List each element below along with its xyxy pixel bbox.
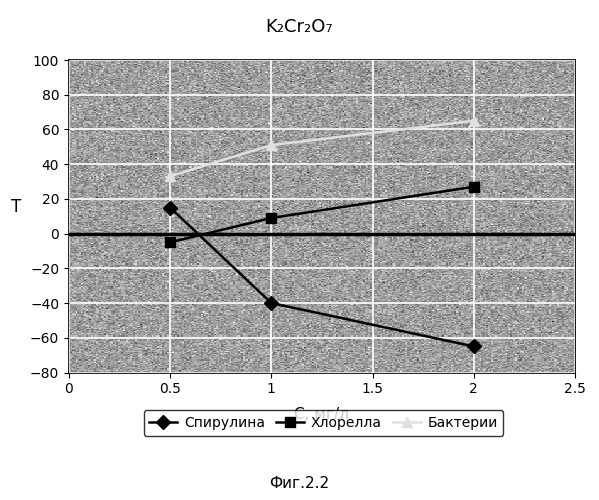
- X-axis label: C, мг/л: C, мг/л: [295, 408, 349, 422]
- Y-axis label: T: T: [11, 198, 21, 216]
- Text: Фиг.2.2: Фиг.2.2: [270, 476, 329, 491]
- Text: K₂Cr₂O₇: K₂Cr₂O₇: [266, 18, 333, 36]
- Legend: Спирулина, Хлорелла, Бактерии: Спирулина, Хлорелла, Бактерии: [144, 410, 503, 436]
